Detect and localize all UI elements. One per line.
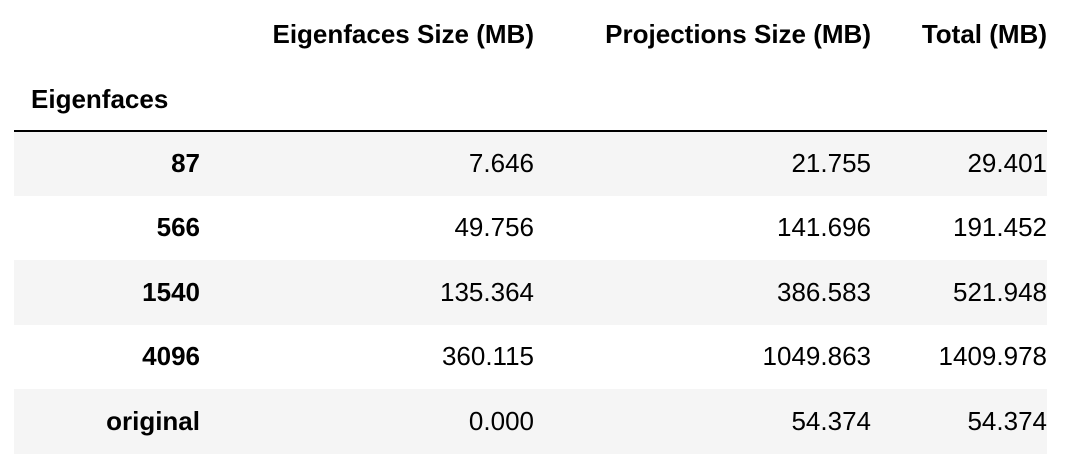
table-row: original 0.000 54.374 54.374 [14,389,1047,454]
cell-projections-size: 386.583 [777,276,871,307]
table-row: 566 49.756 141.696 191.452 [14,195,1047,260]
cell-projections-size: 1049.863 [762,341,871,372]
column-header-projections-size: Projections Size (MB) [605,18,871,49]
column-header-row: Eigenfaces Size (MB) Projections Size (M… [14,0,1047,68]
cell-eigenfaces-size: 7.646 [468,148,534,179]
cell-total: 29.401 [967,148,1047,179]
cell-eigenfaces-size: 360.115 [441,341,534,372]
cell-projections-size: 21.755 [791,148,871,179]
column-header-eigenfaces-size: Eigenfaces Size (MB) [272,18,534,49]
cell-eigenfaces-size: 49.756 [454,212,534,243]
table-row: 4096 360.115 1049.863 1409.978 [14,324,1047,389]
cell-projections-size: 141.696 [777,212,871,243]
cell-total: 1409.978 [938,341,1047,372]
index-name-blank [871,68,1047,132]
cell-total: 54.374 [967,405,1047,436]
column-header-total: Total (MB) [921,18,1047,49]
table-body: 87 7.646 21.755 29.401 566 49.756 141.69… [14,131,1047,454]
cell-total: 191.452 [953,212,1047,243]
cell-eigenfaces-size: 0.000 [468,405,534,436]
row-index: 1540 [142,276,200,307]
dataframe-table: Eigenfaces Size (MB) Projections Size (M… [14,0,1047,454]
table-row: 1540 135.364 386.583 521.948 [14,260,1047,325]
cell-eigenfaces-size: 135.364 [440,276,534,307]
row-index: 87 [171,148,200,179]
row-index: 4096 [142,341,200,372]
index-name-header: Eigenfaces [14,68,200,132]
table-row: 87 7.646 21.755 29.401 [14,131,1047,196]
cell-total: 521.948 [953,276,1047,307]
index-name-row: Eigenfaces [14,68,1047,132]
row-index: 566 [156,212,200,243]
dataframe-table-container: Eigenfaces Size (MB) Projections Size (M… [14,0,1047,454]
row-index: original [106,405,200,436]
index-name-blank [534,68,871,132]
cell-projections-size: 54.374 [791,405,871,436]
table-header: Eigenfaces Size (MB) Projections Size (M… [14,0,1047,132]
corner-cell [14,0,200,68]
index-name-blank [200,68,534,132]
